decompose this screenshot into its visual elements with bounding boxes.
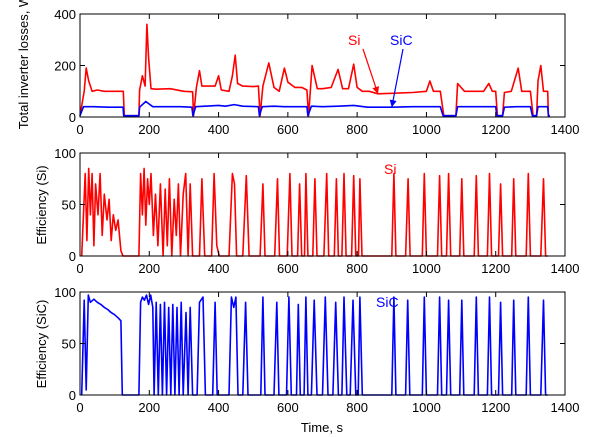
panel-eff-si: Efficiency (Si) 0 200 400 600 800 1000 1200 140…: [34, 146, 579, 276]
x-tick-label-losses: 800: [346, 122, 368, 137]
ticks-eff-si: 0 200 400 600 800 1000 1200 1400 0 50 100: [54, 146, 579, 276]
y-tick-label-losses: 0: [69, 110, 76, 125]
annotation-si: Si: [348, 32, 360, 48]
series-line-sic-losses: [79, 100, 550, 117]
y-tick-label-eff-sic: 50: [62, 337, 76, 352]
x-tick-label-eff-sic: 200: [138, 400, 160, 415]
x-tick-label-eff-si: 600: [277, 261, 299, 276]
y-tick-label-eff-si: 100: [54, 146, 76, 161]
x-tick-label-eff-si: 800: [346, 261, 368, 276]
annotation-eff-si: Si: [384, 161, 396, 177]
annotation-arrowhead-si: [372, 86, 380, 94]
annotation-arrows: [362, 48, 404, 108]
y-tick-label-losses: 400: [54, 7, 76, 22]
series-line-si-eff-si: [80, 167, 548, 257]
panel-eff-sic: Efficiency (SiC) 0 200 400 600 800 1000 1200 14…: [34, 285, 579, 435]
ticks-eff-sic: 0 200 400 600 800 1000 1200 1400 0 50 100: [54, 285, 579, 415]
x-tick-label-losses: 1400: [551, 122, 580, 137]
x-tick-label-eff-si: 1400: [551, 261, 580, 276]
x-tick-label-eff-sic: 1000: [412, 400, 441, 415]
x-tick-label-losses: 1000: [412, 122, 441, 137]
x-tick-label-losses: 0: [76, 122, 83, 137]
y-tick-label-losses: 200: [54, 59, 76, 74]
x-tick-label-losses: 400: [208, 122, 230, 137]
x-tick-label-eff-sic: 600: [277, 400, 299, 415]
annotation-sic: SiC: [390, 32, 413, 48]
x-tick-label-eff-si: 400: [208, 261, 230, 276]
ylabel-eff-sic: Efficiency (SiC): [34, 300, 49, 389]
x-tick-label-eff-sic: 400: [208, 400, 230, 415]
series-layer-eff-sic: [80, 294, 548, 396]
panel-losses: Total inverter losses, W 0 200 400 600 800 10…: [16, 0, 579, 137]
x-tick-label-eff-si: 1200: [481, 261, 510, 276]
ylabel-eff-si: Efficiency (Si): [34, 165, 49, 244]
series-line-si-losses: [79, 23, 550, 117]
annotation-arrow-si: [362, 48, 379, 95]
ylabel-losses: Total inverter losses, W: [16, 0, 31, 129]
x-tick-label-losses: 600: [277, 122, 299, 137]
series-layer-eff-si: [80, 167, 548, 257]
x-tick-label-losses: 200: [138, 122, 160, 137]
x-tick-label-losses: 1200: [481, 122, 510, 137]
annotation-arrow-sic: [391, 48, 404, 108]
ticks-losses: 0 200 400 600 800 1000 1200 1400 0 200 400: [54, 7, 579, 137]
x-tick-label-eff-sic: 0: [76, 400, 83, 415]
x-tick-label-eff-sic: 1200: [481, 400, 510, 415]
series-layer-losses: [79, 23, 550, 117]
xlabel-time: Time, s: [301, 420, 344, 435]
annotation-eff-sic: SiC: [376, 294, 399, 310]
x-tick-label-eff-si: 0: [76, 261, 83, 276]
plot-frame-losses: [79, 13, 566, 118]
x-tick-label-eff-si: 200: [138, 261, 160, 276]
y-tick-label-eff-sic: 0: [69, 388, 76, 403]
x-tick-label-eff-si: 1000: [412, 261, 441, 276]
x-tick-label-eff-sic: 800: [346, 400, 368, 415]
y-tick-label-eff-si: 0: [69, 249, 76, 264]
series-line-sic-eff-sic: [80, 294, 548, 396]
annotation-arrowhead-sic: [389, 99, 397, 108]
y-tick-label-eff-si: 50: [62, 198, 76, 213]
y-tick-label-eff-sic: 100: [54, 285, 76, 300]
x-tick-label-eff-sic: 1400: [551, 400, 580, 415]
